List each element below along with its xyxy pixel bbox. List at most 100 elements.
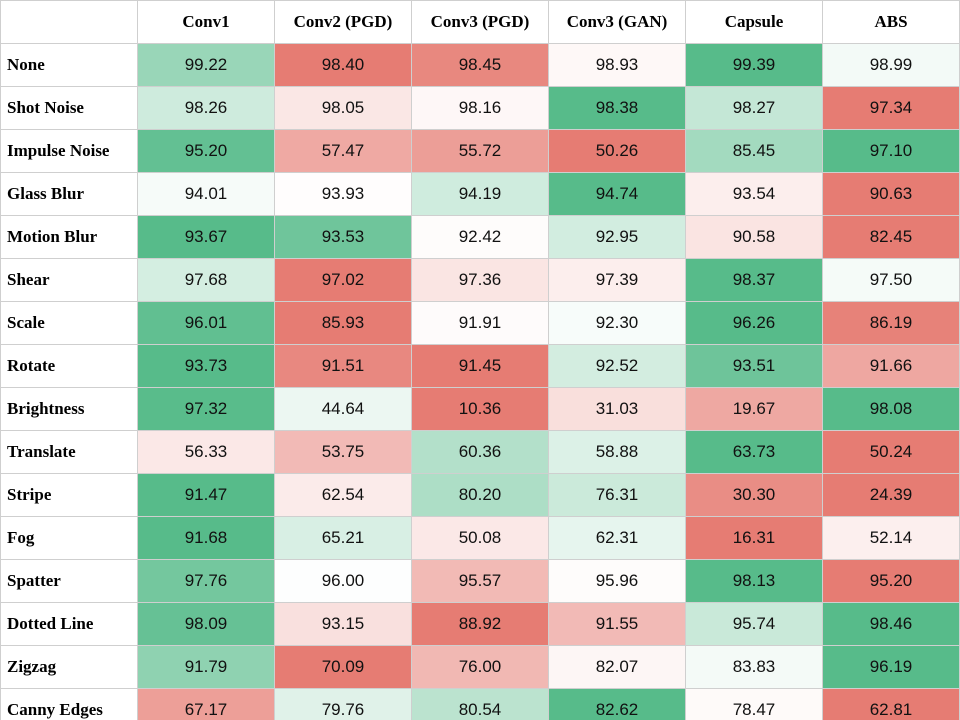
- value-cell: 31.03: [548, 387, 686, 431]
- header-row: Conv1 Conv2 (PGD) Conv3 (PGD) Conv3 (GAN) Ca…: [0, 0, 960, 44]
- value-cell: 97.36: [411, 258, 549, 302]
- value-cell: 98.46: [822, 602, 960, 646]
- value-cell: 95.74: [685, 602, 823, 646]
- value-cell: 65.21: [274, 516, 412, 560]
- value-cell: 98.40: [274, 43, 412, 87]
- value-cell: 16.31: [685, 516, 823, 560]
- value-cell: 58.88: [548, 430, 686, 474]
- value-cell: 91.68: [137, 516, 275, 560]
- table-row: Spatter 97.76 96.00 95.57 95.96 98.13 95.20: [0, 559, 960, 603]
- column-header: Conv3 (GAN): [548, 0, 686, 44]
- value-cell: 62.31: [548, 516, 686, 560]
- value-cell: 98.09: [137, 602, 275, 646]
- table-row: Fog 91.68 65.21 50.08 62.31 16.31 52.14: [0, 516, 960, 560]
- value-cell: 97.76: [137, 559, 275, 603]
- value-cell: 30.30: [685, 473, 823, 517]
- row-label: Spatter: [0, 559, 138, 603]
- value-cell: 52.14: [822, 516, 960, 560]
- column-header: Conv2 (PGD): [274, 0, 412, 44]
- value-cell: 57.47: [274, 129, 412, 173]
- row-label: Translate: [0, 430, 138, 474]
- value-cell: 67.17: [137, 688, 275, 720]
- value-cell: 93.93: [274, 172, 412, 216]
- value-cell: 85.45: [685, 129, 823, 173]
- value-cell: 70.09: [274, 645, 412, 689]
- value-cell: 94.19: [411, 172, 549, 216]
- table-row: Scale 96.01 85.93 91.91 92.30 96.26 86.19: [0, 301, 960, 345]
- column-header: Conv1: [137, 0, 275, 44]
- value-cell: 93.51: [685, 344, 823, 388]
- value-cell: 76.31: [548, 473, 686, 517]
- value-cell: 99.39: [685, 43, 823, 87]
- column-header: Capsule: [685, 0, 823, 44]
- value-cell: 50.26: [548, 129, 686, 173]
- value-cell: 98.26: [137, 86, 275, 130]
- value-cell: 55.72: [411, 129, 549, 173]
- value-cell: 60.36: [411, 430, 549, 474]
- row-label: Shot Noise: [0, 86, 138, 130]
- value-cell: 93.54: [685, 172, 823, 216]
- value-cell: 97.10: [822, 129, 960, 173]
- value-cell: 90.63: [822, 172, 960, 216]
- row-label: Fog: [0, 516, 138, 560]
- column-header: Conv3 (PGD): [411, 0, 549, 44]
- table-row: Canny Edges 67.17 79.76 80.54 82.62 78.47 62.8…: [0, 688, 960, 720]
- value-cell: 62.54: [274, 473, 412, 517]
- value-cell: 96.19: [822, 645, 960, 689]
- row-label: None: [0, 43, 138, 87]
- value-cell: 99.22: [137, 43, 275, 87]
- value-cell: 76.00: [411, 645, 549, 689]
- value-cell: 86.19: [822, 301, 960, 345]
- table-row: Glass Blur 94.01 93.93 94.19 94.74 93.54 90.63: [0, 172, 960, 216]
- row-label: Canny Edges: [0, 688, 138, 720]
- value-cell: 91.66: [822, 344, 960, 388]
- value-cell: 93.67: [137, 215, 275, 259]
- value-cell: 98.13: [685, 559, 823, 603]
- value-cell: 80.54: [411, 688, 549, 720]
- value-cell: 91.51: [274, 344, 412, 388]
- value-cell: 82.07: [548, 645, 686, 689]
- value-cell: 83.83: [685, 645, 823, 689]
- value-cell: 98.37: [685, 258, 823, 302]
- row-label: Zigzag: [0, 645, 138, 689]
- value-cell: 98.08: [822, 387, 960, 431]
- value-cell: 96.01: [137, 301, 275, 345]
- value-cell: 97.50: [822, 258, 960, 302]
- table-row: Impulse Noise 95.20 57.47 55.72 50.26 85.45 97…: [0, 129, 960, 173]
- value-cell: 79.76: [274, 688, 412, 720]
- value-cell: 50.08: [411, 516, 549, 560]
- value-cell: 91.79: [137, 645, 275, 689]
- value-cell: 91.55: [548, 602, 686, 646]
- table-row: Translate 56.33 53.75 60.36 58.88 63.73 50.24: [0, 430, 960, 474]
- value-cell: 88.92: [411, 602, 549, 646]
- value-cell: 44.64: [274, 387, 412, 431]
- row-label: Glass Blur: [0, 172, 138, 216]
- value-cell: 95.96: [548, 559, 686, 603]
- value-cell: 92.30: [548, 301, 686, 345]
- value-cell: 91.47: [137, 473, 275, 517]
- row-label: Brightness: [0, 387, 138, 431]
- table-row: Shot Noise 98.26 98.05 98.16 98.38 98.27 97.34: [0, 86, 960, 130]
- row-label: Scale: [0, 301, 138, 345]
- value-cell: 98.27: [685, 86, 823, 130]
- value-cell: 94.01: [137, 172, 275, 216]
- value-cell: 82.62: [548, 688, 686, 720]
- value-cell: 95.57: [411, 559, 549, 603]
- value-cell: 85.93: [274, 301, 412, 345]
- value-cell: 93.53: [274, 215, 412, 259]
- value-cell: 97.02: [274, 258, 412, 302]
- value-cell: 50.24: [822, 430, 960, 474]
- column-header: ABS: [822, 0, 960, 44]
- corner-cell: [0, 0, 138, 44]
- row-label: Impulse Noise: [0, 129, 138, 173]
- table-row: Brightness 97.32 44.64 10.36 31.03 19.67 98.08: [0, 387, 960, 431]
- row-label: Rotate: [0, 344, 138, 388]
- value-cell: 96.00: [274, 559, 412, 603]
- value-cell: 97.68: [137, 258, 275, 302]
- table-row: Motion Blur 93.67 93.53 92.42 92.95 90.58 82.4…: [0, 215, 960, 259]
- table-row: Rotate 93.73 91.51 91.45 92.52 93.51 91.66: [0, 344, 960, 388]
- row-label: Dotted Line: [0, 602, 138, 646]
- value-cell: 56.33: [137, 430, 275, 474]
- value-cell: 94.74: [548, 172, 686, 216]
- value-cell: 92.95: [548, 215, 686, 259]
